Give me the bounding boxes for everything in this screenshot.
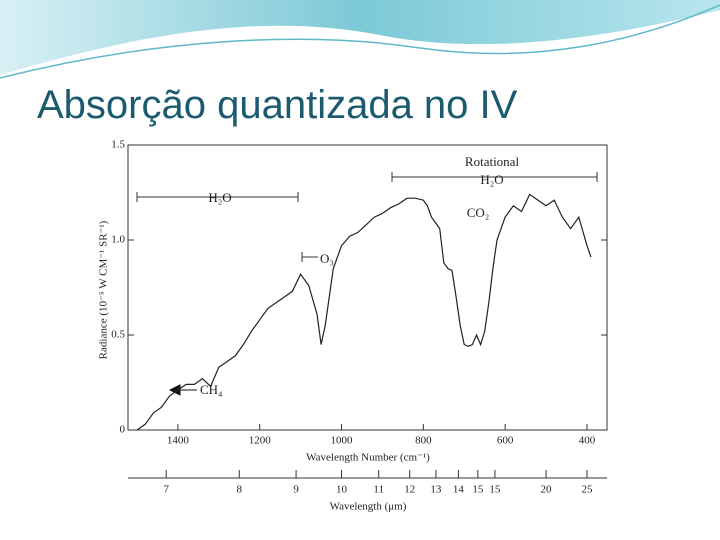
y-tick-label: 1.0 [111, 234, 125, 246]
y-tick-label: 0.5 [111, 329, 125, 341]
x2-tick-label: 8 [237, 484, 243, 496]
x2-tick-label: 15 [472, 484, 484, 496]
y-axis-label: Radiance (10⁻⁵ W CM⁻¹ SR⁻¹) [98, 220, 110, 359]
x-tick-label: 1200 [249, 435, 272, 447]
x-tick-label: 1400 [167, 435, 190, 447]
data-line [136, 193, 592, 431]
annotation: Rotational [465, 154, 520, 169]
x2-tick-label: 25 [581, 484, 593, 496]
slide-title: Absorção quantizada no IV [37, 83, 518, 127]
y-tick-label: 0 [120, 424, 126, 436]
annotation: CO₂ [467, 205, 490, 220]
x2-tick-label: 7 [163, 484, 169, 496]
annotation: H₂O [480, 172, 503, 187]
h2o-bracket [136, 192, 299, 202]
x2-tick-label: 9 [293, 484, 299, 496]
x2-tick-label: 15 [489, 484, 501, 496]
annotation: H₂O [208, 190, 231, 205]
x-tick-label: 600 [497, 435, 514, 447]
x-tick-label: 400 [579, 435, 596, 447]
x2-tick-label: 12 [404, 484, 415, 496]
header-line [0, 4, 720, 79]
x-axis-label: Wavelength Number (cm⁻¹) [306, 452, 430, 464]
rotational-bracket [391, 172, 598, 182]
x2-tick-label: 20 [541, 484, 553, 496]
x-tick-label: 1000 [331, 435, 354, 447]
x2-tick-label: 11 [373, 484, 384, 496]
header-wave [0, 0, 720, 75]
x2-axis-label: Wavelength (μm) [330, 501, 407, 513]
x-tick-label: 800 [415, 435, 432, 447]
annotation: CH₄ [200, 382, 223, 397]
plot-frame [127, 144, 608, 431]
plot-panel [96, 140, 616, 520]
x2-tick-label: 10 [336, 484, 348, 496]
o3-bracket [301, 252, 318, 262]
y-tick-label: 1.5 [111, 139, 125, 151]
x2-tick-label: 13 [430, 484, 442, 496]
annotation: O₃ [320, 251, 334, 266]
x2-tick-label: 14 [453, 484, 465, 496]
